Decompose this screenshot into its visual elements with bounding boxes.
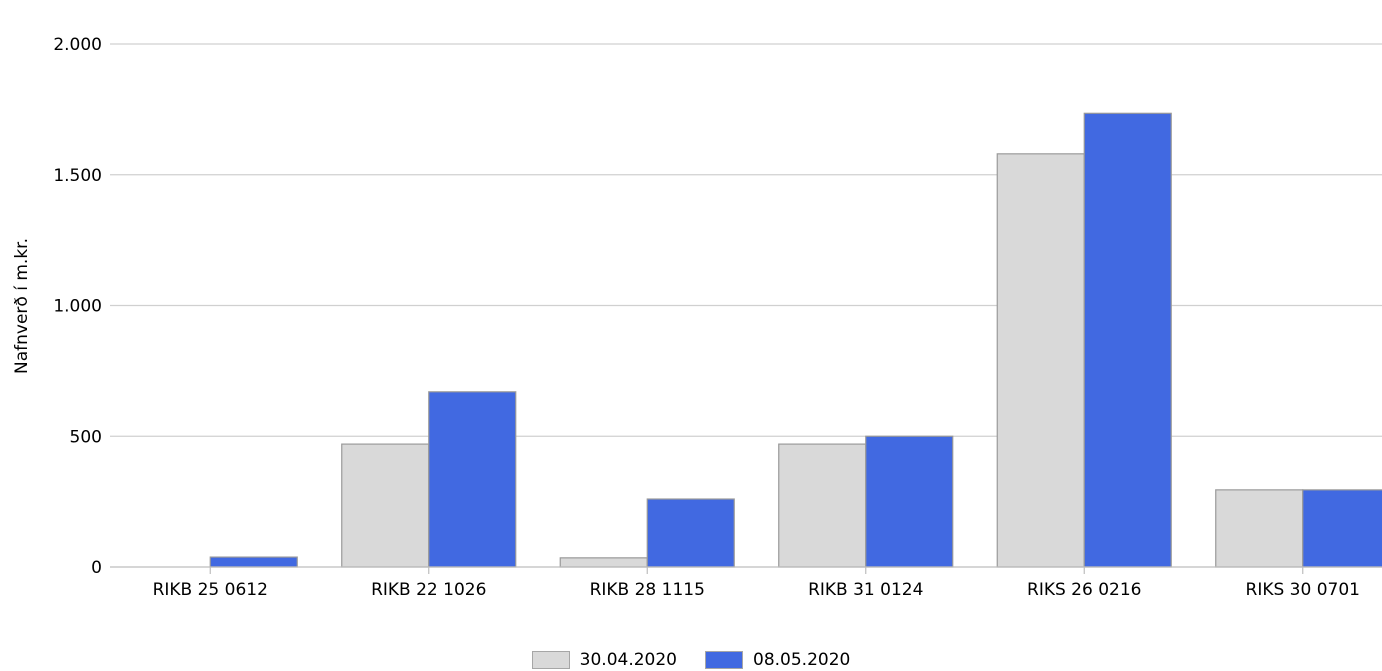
x-tick-label: RIKS 30 0701 bbox=[1246, 580, 1360, 600]
x-tick-label: RIKB 22 1026 bbox=[371, 580, 486, 600]
bar-series-2 bbox=[1083, 112, 1172, 568]
bar-series-1 bbox=[996, 153, 1085, 568]
x-tick-label: RIKB 31 0124 bbox=[808, 580, 923, 600]
y-tick-label: 2.000 bbox=[53, 35, 102, 55]
legend-label-series-1: 30.04.2020 bbox=[579, 650, 677, 670]
bars bbox=[209, 112, 1382, 568]
bar-series-2 bbox=[428, 391, 517, 568]
y-axis-title: Nafnverð í m.kr. bbox=[12, 238, 32, 374]
x-tick-label: RIKS 26 0216 bbox=[1027, 580, 1141, 600]
bar-series-1 bbox=[341, 443, 430, 568]
legend-item-series-1[interactable]: 30.04.2020 bbox=[531, 650, 677, 670]
y-tick-label: 500 bbox=[70, 427, 102, 447]
y-tick-label: 1.500 bbox=[53, 166, 102, 186]
y-tick-label: 0 bbox=[91, 558, 102, 578]
x-tick-label: RIKB 25 0612 bbox=[153, 580, 268, 600]
x-tick-label: RIKB 28 1115 bbox=[590, 580, 705, 600]
legend: 30.04.2020 08.05.2020 bbox=[0, 650, 1382, 670]
grid-lines bbox=[110, 43, 1382, 437]
legend-item-series-2[interactable]: 08.05.2020 bbox=[705, 650, 850, 670]
bar-series-2 bbox=[646, 498, 735, 568]
bar-series-2 bbox=[865, 435, 954, 568]
bar-series-2 bbox=[1302, 489, 1382, 568]
y-tick-label: 1.000 bbox=[53, 297, 102, 317]
bar-series-1 bbox=[778, 443, 867, 568]
bar-series-1 bbox=[1215, 489, 1304, 568]
legend-label-series-2: 08.05.2020 bbox=[753, 650, 851, 670]
axes: 0 500 1.000 1.500 2.000 RIKB 25 0612 RIKB 22 1… bbox=[53, 35, 1382, 600]
legend-swatch-series-1 bbox=[531, 651, 570, 669]
bar-series-1 bbox=[559, 557, 648, 568]
bar-series-2 bbox=[209, 556, 298, 568]
legend-swatch-series-2 bbox=[705, 651, 743, 669]
